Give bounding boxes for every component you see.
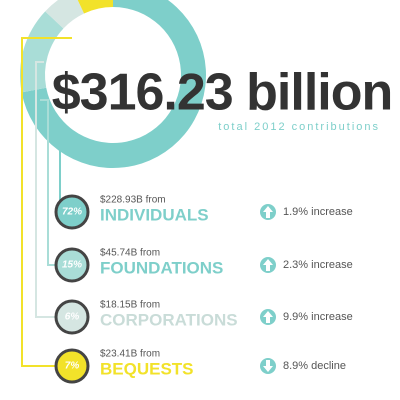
- connector: [59, 139, 70, 212]
- donut-segment: [77, 0, 113, 14]
- connector: [21, 37, 72, 367]
- percent-label: 7%: [65, 361, 80, 372]
- percent-badge: [54, 299, 90, 335]
- category: BEQUESTS: [100, 359, 194, 378]
- title: $316.23 billion: [52, 64, 393, 122]
- up-icon: [260, 204, 276, 220]
- percent-badge: [54, 348, 90, 384]
- change: 8.9% decline: [283, 360, 346, 372]
- percent-badge: [54, 194, 90, 230]
- percent-badge: [54, 247, 90, 283]
- subtitle: total 2012 contributions: [218, 121, 380, 133]
- change: 2.3% increase: [283, 259, 353, 271]
- up-icon: [260, 257, 276, 273]
- percent-label: 72%: [62, 207, 82, 218]
- change: 9.9% increase: [283, 311, 353, 323]
- up-icon: [260, 309, 276, 325]
- amount: $228.93B from: [100, 195, 166, 206]
- category: FOUNDATIONS: [100, 258, 223, 277]
- down-icon: [260, 358, 276, 374]
- amount: $45.74B from: [100, 248, 160, 259]
- amount: $18.15B from: [100, 300, 160, 311]
- connector: [35, 61, 56, 318]
- donut-segment: [20, 11, 64, 93]
- percent-label: 15%: [62, 260, 82, 271]
- donut-segment: [21, 0, 206, 168]
- category: CORPORATIONS: [100, 310, 238, 329]
- amount: $23.41B from: [100, 349, 160, 360]
- donut: [20, 0, 206, 168]
- change: 1.9% increase: [283, 206, 353, 218]
- category: INDIVIDUALS: [100, 205, 209, 224]
- connector: [40, 99, 56, 266]
- donut-segment: [45, 0, 85, 29]
- percent-label: 6%: [65, 312, 80, 323]
